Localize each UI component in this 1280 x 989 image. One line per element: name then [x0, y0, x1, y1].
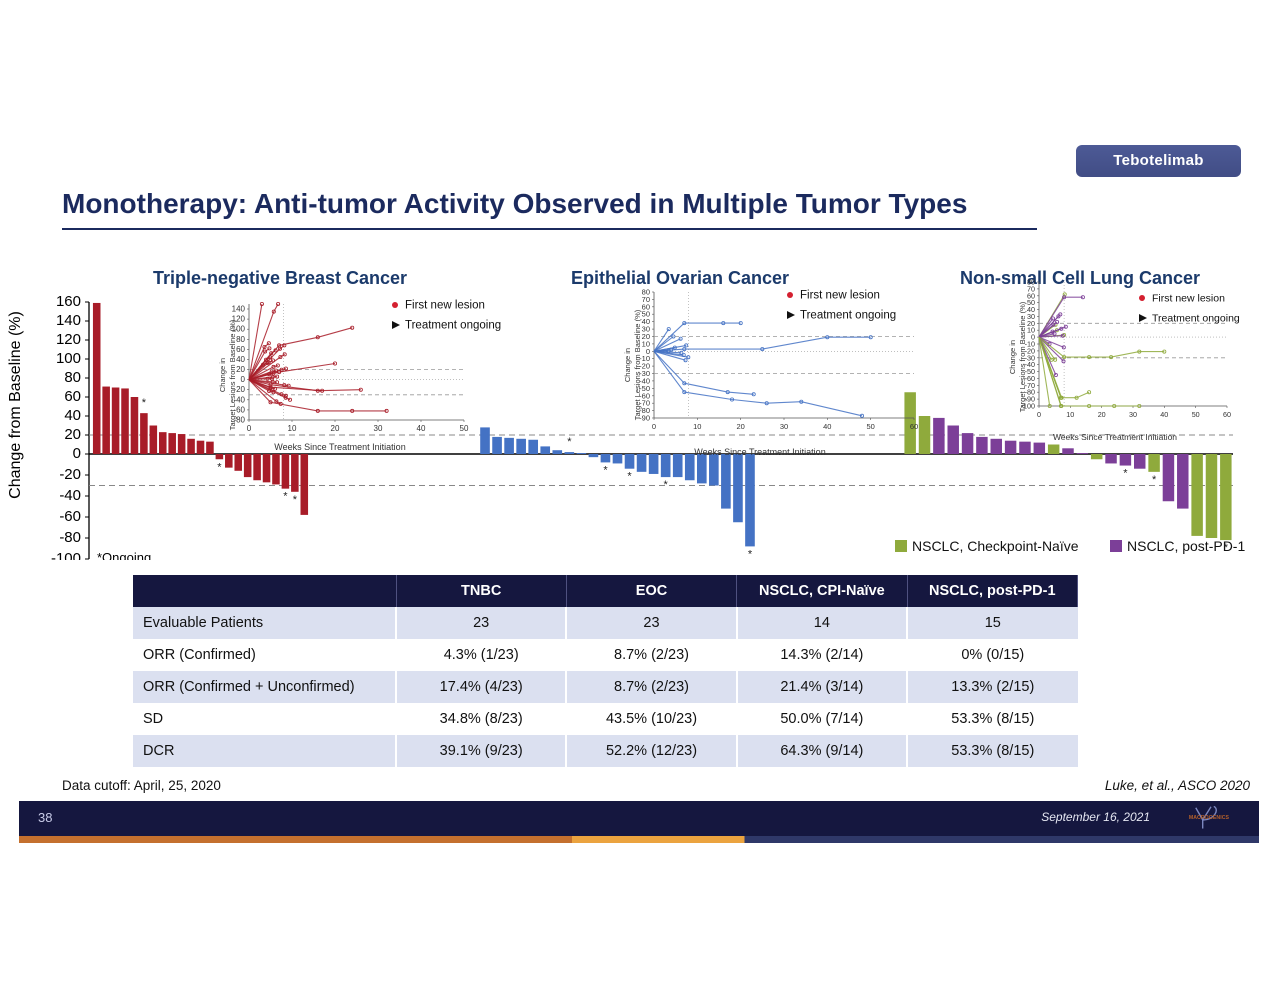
svg-text:Target Lesions from Baseline (: Target Lesions from Baseline (%) — [1018, 301, 1027, 412]
svg-text:0: 0 — [241, 375, 246, 384]
svg-text:20: 20 — [1098, 410, 1106, 419]
svg-text:40: 40 — [64, 407, 81, 424]
svg-text:10: 10 — [1066, 410, 1074, 419]
svg-text:Weeks Since Treatment Initiati: Weeks Since Treatment Initiation — [274, 442, 405, 452]
svg-text:Weeks Since Treatment Initiati: Weeks Since Treatment Initiation — [694, 447, 825, 457]
svg-text:-40: -40 — [59, 487, 81, 504]
svg-text:30: 30 — [374, 424, 383, 433]
svg-text:-100: -100 — [51, 550, 81, 560]
svg-text:100: 100 — [56, 350, 81, 367]
svg-text:*: * — [603, 464, 608, 476]
svg-text:*: * — [664, 479, 669, 491]
svg-text:0: 0 — [1037, 410, 1041, 419]
svg-text:40: 40 — [1160, 410, 1168, 419]
svg-text:Change in: Change in — [218, 358, 227, 392]
svg-text:*: * — [1224, 542, 1229, 554]
svg-text:20: 20 — [331, 424, 340, 433]
svg-text:*: * — [1152, 474, 1157, 486]
svg-text:Target Lesions from Baseline (: Target Lesions from Baseline (%) — [228, 319, 237, 430]
svg-text:Target Lesions from Baseline (: Target Lesions from Baseline (%) — [633, 309, 642, 420]
svg-text:-60: -60 — [59, 508, 81, 525]
svg-text:Change in: Change in — [623, 348, 632, 382]
svg-text:30: 30 — [1129, 410, 1137, 419]
svg-text:*: * — [748, 548, 753, 560]
svg-text:80: 80 — [642, 288, 650, 297]
svg-text:0: 0 — [73, 445, 81, 462]
svg-text:40: 40 — [236, 355, 245, 364]
svg-text:Treatment ongoing: Treatment ongoing — [800, 310, 896, 322]
svg-text:20: 20 — [236, 365, 245, 374]
svg-text:*: * — [283, 491, 288, 503]
svg-text:*: * — [567, 436, 572, 448]
svg-text:80: 80 — [236, 335, 245, 344]
svg-text:Change from Baseline (%): Change from Baseline (%) — [7, 311, 24, 499]
svg-text:140: 140 — [232, 305, 246, 314]
svg-text:*: * — [142, 397, 147, 409]
svg-text:40: 40 — [823, 422, 831, 431]
svg-text:50: 50 — [460, 424, 469, 433]
svg-text:-20: -20 — [59, 466, 81, 483]
svg-text:Treatment ongoing: Treatment ongoing — [405, 320, 501, 332]
svg-text:*: * — [627, 471, 632, 483]
svg-text:60: 60 — [910, 422, 918, 431]
svg-text:-80: -80 — [59, 529, 81, 546]
svg-text:160: 160 — [56, 293, 81, 310]
svg-text:MACROGENICS: MACROGENICS — [1189, 815, 1230, 821]
svg-text:120: 120 — [56, 331, 81, 348]
svg-text:50: 50 — [1192, 410, 1200, 419]
svg-text:*: * — [217, 461, 222, 473]
svg-text:Treatment ongoing: Treatment ongoing — [1152, 313, 1240, 325]
svg-text:30: 30 — [780, 422, 788, 431]
svg-text:60: 60 — [64, 388, 81, 405]
svg-text:140: 140 — [56, 312, 81, 329]
svg-text:10: 10 — [288, 424, 297, 433]
svg-text:10: 10 — [693, 422, 701, 431]
svg-text:50: 50 — [867, 422, 875, 431]
svg-text:60: 60 — [1223, 410, 1231, 419]
svg-text:60: 60 — [236, 345, 245, 354]
svg-text:80: 80 — [64, 369, 81, 386]
svg-text:Change in: Change in — [1008, 340, 1017, 374]
svg-text:*: * — [293, 494, 298, 506]
svg-text:20: 20 — [64, 426, 81, 443]
svg-text:*: * — [1123, 468, 1128, 480]
svg-text:*Ongoing: *Ongoing — [97, 550, 151, 560]
svg-text:First new lesion: First new lesion — [800, 290, 880, 302]
svg-text:First new lesion: First new lesion — [405, 300, 485, 312]
svg-text:First new lesion: First new lesion — [1152, 293, 1225, 305]
svg-text:0: 0 — [652, 422, 656, 431]
svg-text:0: 0 — [247, 424, 252, 433]
svg-text:20: 20 — [737, 422, 745, 431]
svg-text:80: 80 — [1027, 278, 1035, 287]
svg-text:Weeks Since Treatment Initiati: Weeks Since Treatment Initiation — [1053, 432, 1177, 442]
svg-text:40: 40 — [417, 424, 426, 433]
